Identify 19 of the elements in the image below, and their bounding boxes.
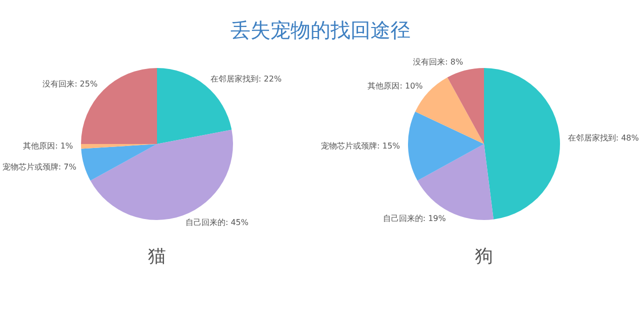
slice-label: 在邻居家找到: 22%	[210, 74, 282, 84]
slice-label: 自己回来的: 19%	[382, 214, 446, 223]
pie-slice	[90, 130, 233, 220]
slice-label: 其他原因: 10%	[368, 82, 424, 90]
text: 狗	[475, 246, 493, 267]
slice-label: 自己回来的: 45%	[185, 218, 249, 228]
slice-label: 宠物芯片或颈牌: 15%	[321, 142, 400, 151]
pie-slice	[408, 112, 484, 181]
text: 猫	[148, 246, 166, 267]
slice-label: 没有回来: 8%	[413, 58, 464, 67]
pie-slice	[81, 144, 157, 181]
pie-slice	[447, 68, 484, 144]
slice-label: 宠物芯片或颈牌: 7%	[2, 162, 77, 172]
pie-slice	[81, 68, 157, 144]
pie-slice	[484, 68, 560, 220]
slice-label: 在邻居家找到: 48%	[568, 134, 640, 143]
slice-label: 其他原因: 1%	[23, 142, 74, 151]
slice-label: 没有回来: 25%	[42, 80, 98, 89]
chart-title: 丢失宠物的找回途径	[230, 17, 412, 44]
